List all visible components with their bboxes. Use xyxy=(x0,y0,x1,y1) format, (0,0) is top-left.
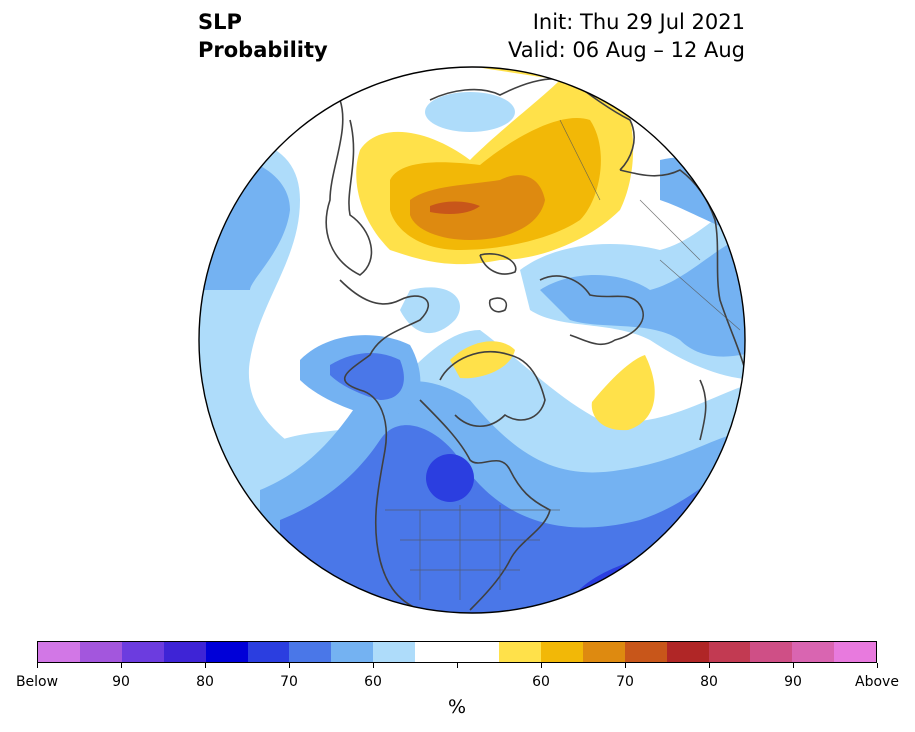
colorbar-tick-label: 70 xyxy=(616,674,634,690)
colorbar-swatch xyxy=(708,642,751,662)
colorbar-tick-mark xyxy=(456,663,458,668)
below-60-region-kara xyxy=(425,92,515,132)
above-90-region-siberia xyxy=(430,201,480,214)
colorbar-swatch xyxy=(121,642,164,662)
product-title: Probability xyxy=(198,38,328,62)
colorbar-tick-label: 70 xyxy=(280,674,298,690)
colorbar xyxy=(37,641,877,663)
colorbar-tick-label: 90 xyxy=(112,674,130,690)
colorbar-swatch xyxy=(792,642,835,662)
date-block: Init: Thu 29 Jul 2021 Valid: 06 Aug – 12… xyxy=(508,8,745,64)
variable-title: SLP xyxy=(198,10,242,34)
map-boundary xyxy=(198,66,746,614)
colorbar-tick-mark xyxy=(624,663,626,668)
below-80-region-alaska xyxy=(330,353,404,400)
colorbar-swatch xyxy=(750,642,793,662)
colorbar-tick-mark xyxy=(36,663,38,668)
colorbar-tick-mark xyxy=(204,663,206,668)
colorbar-swatch xyxy=(834,642,877,662)
colorbar-tick-mark xyxy=(708,663,710,668)
colorbar-tick-mark xyxy=(120,663,122,668)
colorbar-swatch xyxy=(457,642,499,662)
colorbar-swatch xyxy=(79,642,122,662)
colorbar-swatch xyxy=(582,642,625,662)
chart-title-block: SLP Probability xyxy=(198,8,328,64)
colorbar-swatch xyxy=(247,642,290,662)
colorbar-swatch xyxy=(373,642,416,662)
above-60-region-greenland xyxy=(450,341,515,379)
colorbar-tick-label: 60 xyxy=(364,674,382,690)
colorbar-swatch xyxy=(38,642,80,662)
colorbar-tick-mark xyxy=(876,663,878,668)
colorbar-swatch xyxy=(540,642,583,662)
colorbar-swatch xyxy=(624,642,667,662)
colorbar-tick-label: Above xyxy=(855,674,899,690)
colorbar-tick-mark xyxy=(540,663,542,668)
colorbar-swatch xyxy=(666,642,709,662)
probability-field xyxy=(199,67,745,613)
above-60-region-atlantic xyxy=(591,355,655,431)
state-borders xyxy=(385,119,741,600)
colorbar-swatch xyxy=(289,642,332,662)
below-70-region-europe xyxy=(540,230,745,357)
colorbar-swatch xyxy=(163,642,206,662)
colorbar-tick-label: 60 xyxy=(532,674,550,690)
polar-map xyxy=(198,66,746,614)
colorbar-tick-label: 80 xyxy=(700,674,718,690)
colorbar-tick-label: 80 xyxy=(196,674,214,690)
colorbar-swatch xyxy=(205,642,248,662)
colorbar-swatch xyxy=(498,642,541,662)
valid-range: Valid: 06 Aug – 12 Aug xyxy=(507,38,745,62)
colorbar-tick-label: Below xyxy=(15,674,59,690)
colorbar-tick-mark xyxy=(288,663,290,668)
colorbar-tick-label: 90 xyxy=(784,674,802,690)
colorbar-tick-mark xyxy=(792,663,794,668)
init-date: Init: Thu 29 Jul 2021 xyxy=(532,10,745,34)
colorbar-tick-mark xyxy=(372,663,374,668)
colorbar-swatch xyxy=(331,642,374,662)
colorbar-swatch xyxy=(415,642,458,662)
colorbar-unit: % xyxy=(447,696,467,718)
below-90-region-hudson xyxy=(426,454,474,502)
